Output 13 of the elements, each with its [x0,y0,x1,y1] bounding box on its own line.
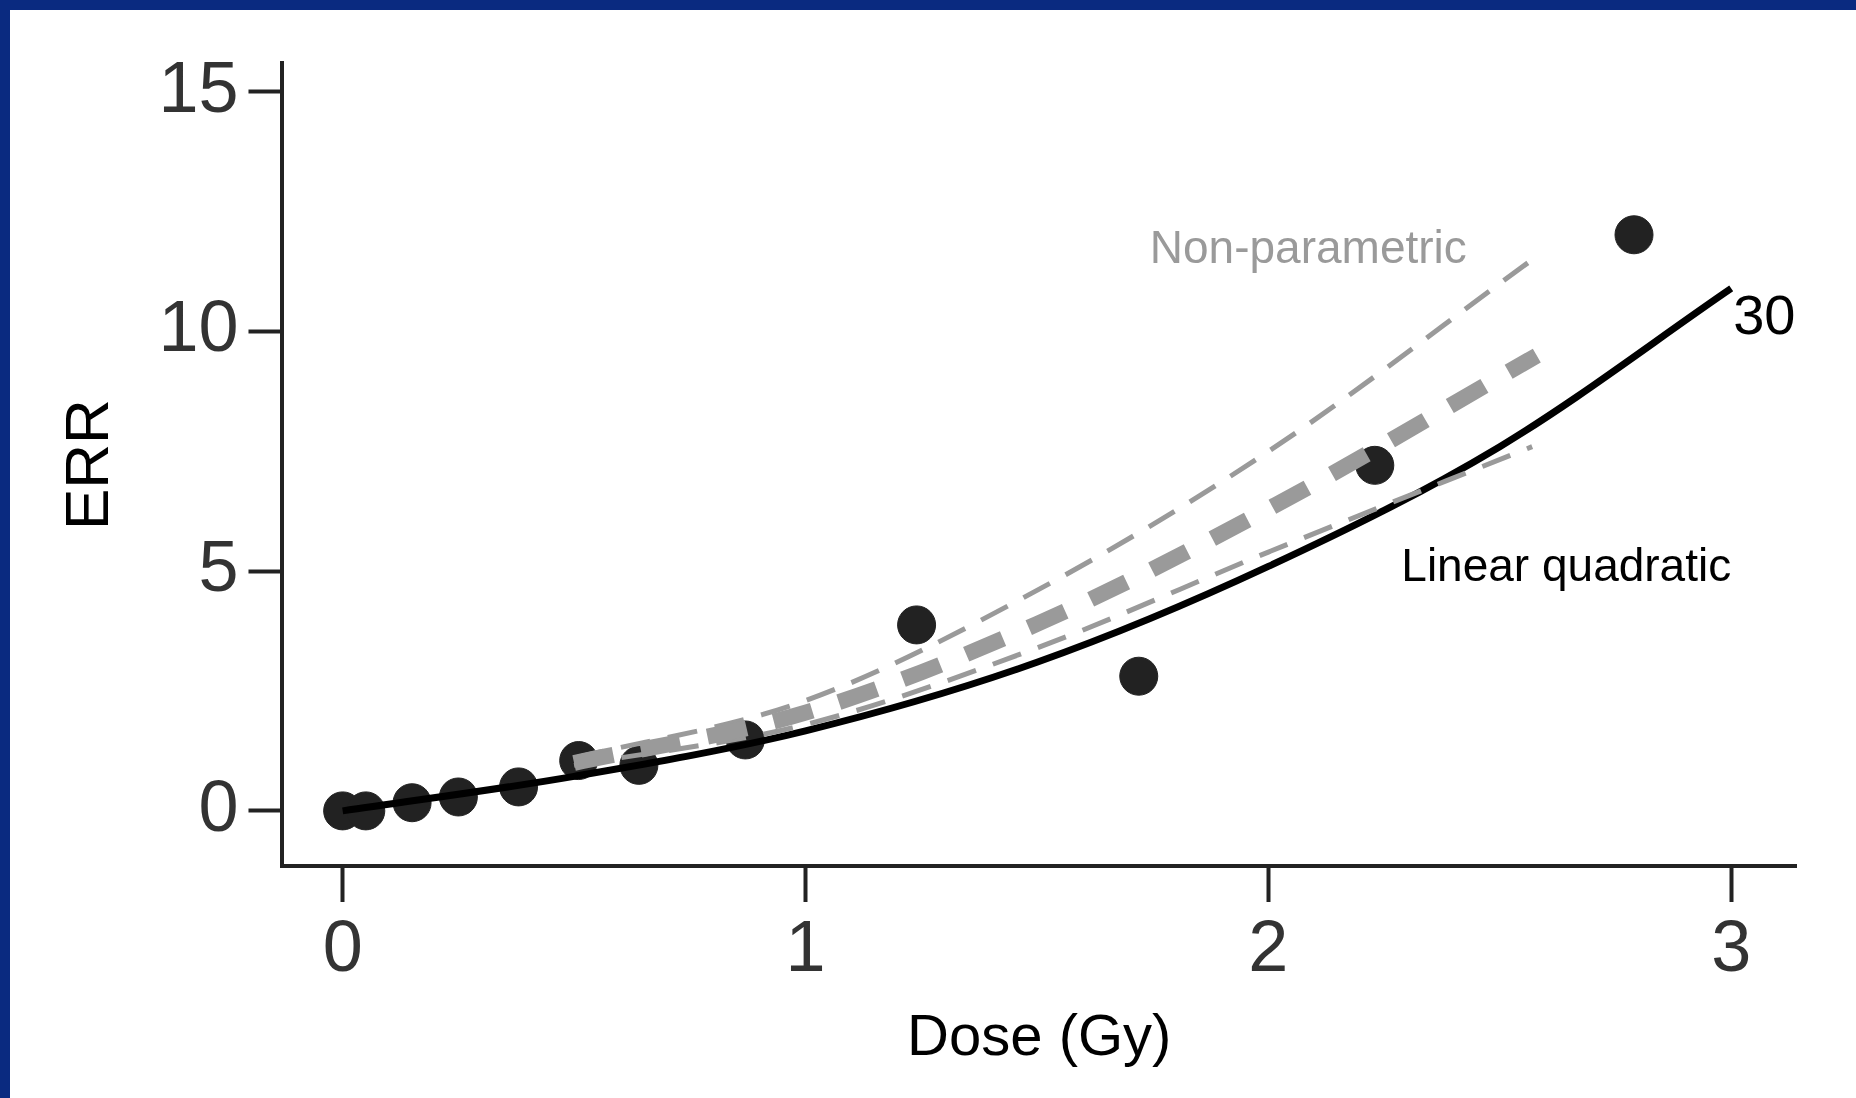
x-tick-label: 2 [1248,906,1289,987]
x-tick-label: 1 [785,906,826,987]
x-axis-title: Dose (Gy) [907,1002,1172,1068]
y-tick-label: 0 [198,765,239,846]
y-tick-label: 5 [198,526,239,607]
series-label: Linear quadratic [1401,539,1732,592]
text: Non-parametric [1149,221,1467,274]
x-tick-label: 3 [1711,906,1752,987]
annotation: 30 [1733,282,1796,346]
y-axis-title: ERR [52,399,122,531]
y-tick-label: 15 [158,46,239,127]
x-tick-label: 0 [322,906,363,987]
y-tick-label: 10 [158,286,239,367]
